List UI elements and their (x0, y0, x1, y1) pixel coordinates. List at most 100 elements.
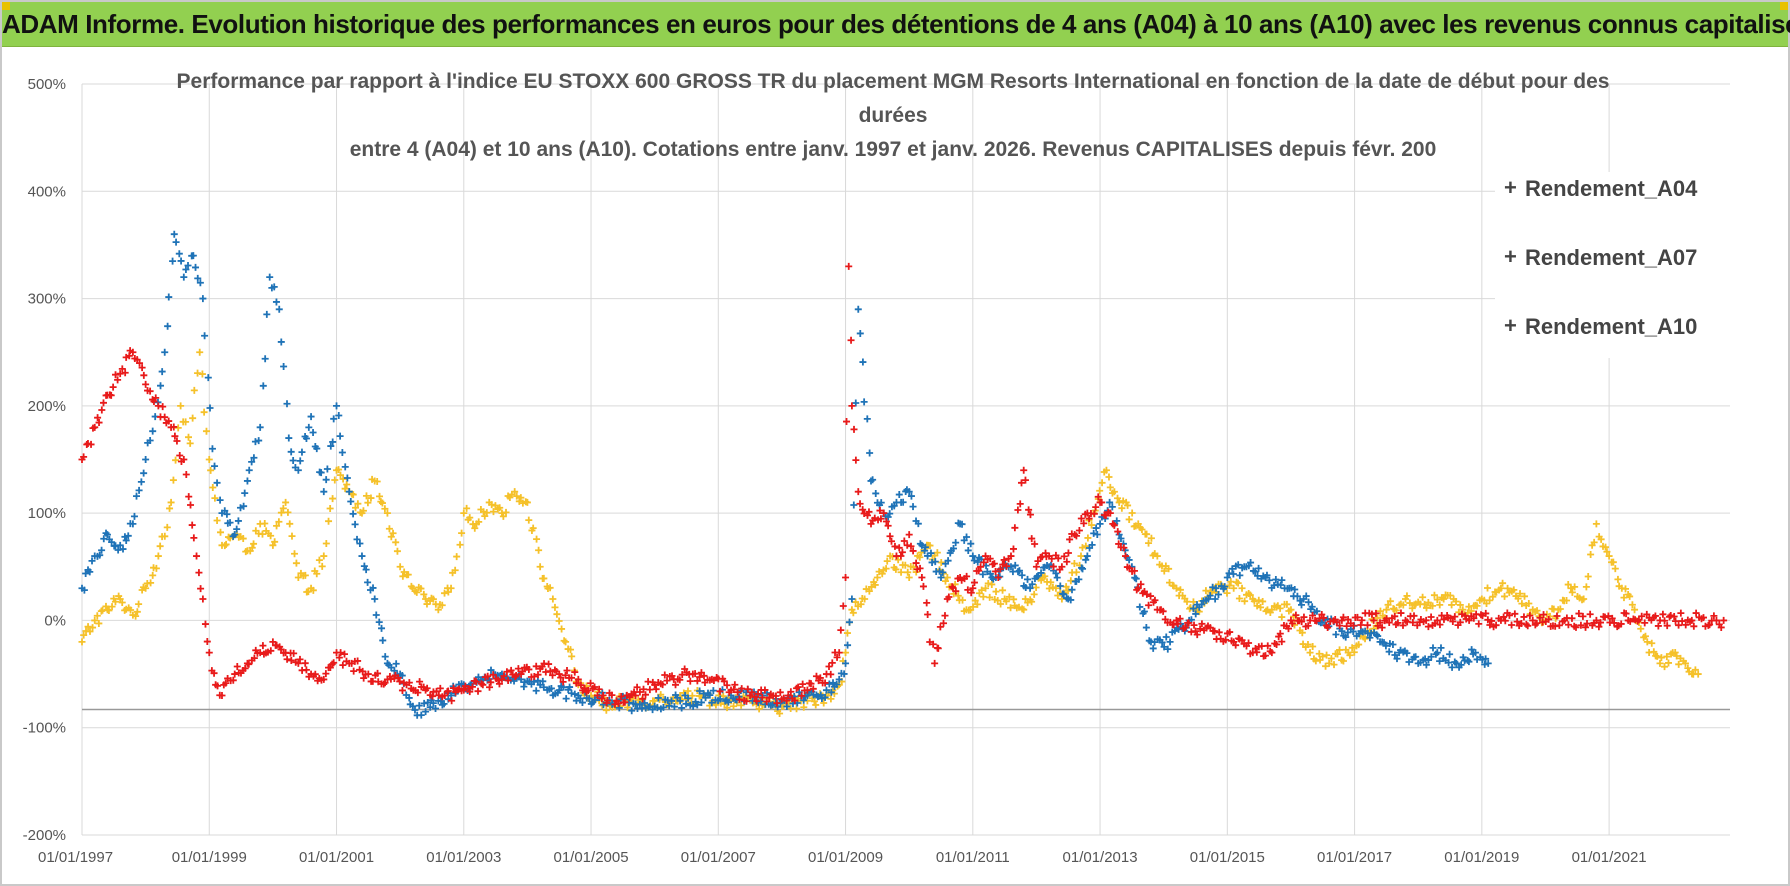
point-fill-Rendement_A10 (884, 522, 892, 530)
point-fill-Rendement_A04 (1005, 593, 1013, 601)
point-fill-Rendement_A04 (491, 502, 499, 510)
point-fill-Rendement_A10 (591, 683, 599, 691)
point-fill-Rendement_A10 (557, 674, 565, 682)
point-fill-Rendement_A07 (724, 698, 732, 706)
point-fill-Rendement_A10 (812, 672, 820, 680)
point-fill-Rendement_A04 (1259, 597, 1267, 605)
point-fill-Rendement_A04 (1118, 504, 1126, 512)
point-fill-Rendement_A07 (201, 332, 209, 340)
point-Rendement_A07-68 (1083, 552, 1091, 560)
point-fill-Rendement_A10 (1638, 612, 1646, 620)
point-fill-Rendement_A04 (1590, 538, 1598, 546)
point-fill-Rendement_A07 (124, 532, 132, 540)
point-fill-Rendement_A07 (175, 250, 183, 258)
point-fill-Rendement_A07 (149, 427, 157, 435)
point-fill-Rendement_A07 (1482, 655, 1490, 663)
point-Rendement_A07-23 (333, 402, 341, 410)
point-fill-Rendement_A10 (763, 697, 771, 705)
point-fill-Rendement_A04 (399, 572, 407, 580)
point-fill-Rendement_A04 (515, 497, 523, 505)
x-axis-ticks: 01/01/1997 01/01/1999 01/01/2001 01/01/2003… (38, 849, 1647, 866)
point-fill-Rendement_A10 (1482, 609, 1490, 617)
point-fill-Rendement_A04 (301, 571, 309, 579)
point-fill-Rendement_A10 (877, 515, 885, 523)
point-fill-Rendement_A04 (354, 500, 362, 508)
point-fill-Rendement_A07 (936, 567, 944, 575)
point-fill-Rendement_A07 (914, 520, 922, 528)
point-Rendement_A07-14 (231, 531, 239, 539)
point-fill-Rendement_A04 (560, 637, 568, 645)
point-Rendement_A04-96 (1580, 595, 1588, 603)
point-fill-Rendement_A04 (954, 592, 962, 600)
point-fill-Rendement_A07 (950, 545, 958, 553)
point-fill-Rendement_A04 (456, 541, 464, 549)
point-fill-Rendement_A07 (1088, 541, 1096, 549)
point-fill-Rendement_A10 (1595, 623, 1603, 631)
point-Rendement_A07-45 (702, 694, 710, 702)
point-fill-Rendement_A04 (755, 705, 763, 713)
point-fill-Rendement_A07 (1272, 576, 1280, 584)
point-fill-Rendement_A04 (1319, 653, 1327, 661)
point-fill-Rendement_A07 (369, 584, 377, 592)
point-fill-Rendement_A04 (1002, 597, 1010, 605)
point-fill-Rendement_A04 (1041, 572, 1049, 580)
point-fill-Rendement_A04 (273, 522, 281, 530)
point-fill-Rendement_A10 (1436, 621, 1444, 629)
point-fill-Rendement_A10 (1090, 510, 1098, 518)
y-tick-label: 100% (28, 505, 66, 522)
point-fill-Rendement_A07 (411, 706, 419, 714)
point-fill-Rendement_A10 (1500, 613, 1508, 621)
point-fill-Rendement_A10 (1190, 621, 1198, 629)
point-fill-Rendement_A10 (1651, 612, 1659, 620)
point-fill-Rendement_A07 (1158, 638, 1166, 646)
point-fill-Rendement_A10 (611, 700, 619, 708)
point-fill-Rendement_A04 (286, 520, 294, 528)
point-fill-Rendement_A07 (1464, 656, 1472, 664)
point-Rendement_A07-18 (275, 305, 283, 313)
point-fill-Rendement_A10 (909, 547, 917, 555)
point-fill-Rendement_A10 (250, 654, 258, 662)
point-fill-Rendement_A10 (484, 672, 492, 680)
point-fill-Rendement_A04 (1124, 501, 1132, 509)
point-fill-Rendement_A10 (514, 665, 522, 673)
point-fill-Rendement_A04 (1165, 565, 1173, 573)
point-fill-Rendement_A10 (895, 544, 903, 552)
point-Rendement_A10-82 (1268, 649, 1276, 657)
point-fill-Rendement_A04 (942, 577, 950, 585)
point-fill-Rendement_A10 (1583, 619, 1591, 627)
point-fill-Rendement_A10 (1309, 612, 1317, 619)
point-fill-Rendement_A10 (615, 699, 623, 707)
point-fill-Rendement_A07 (1349, 627, 1357, 635)
point-fill-Rendement_A04 (1350, 648, 1358, 656)
point-fill-Rendement_A07 (532, 687, 540, 695)
point-fill-Rendement_A07 (783, 702, 791, 710)
point-fill-Rendement_A04 (362, 492, 370, 500)
point-fill-Rendement_A07 (1255, 564, 1263, 572)
point-fill-Rendement_A04 (1047, 578, 1055, 586)
x-tick-label: 01/01/2015 (1190, 849, 1265, 866)
point-fill-Rendement_A10 (1060, 552, 1068, 560)
point-fill-Rendement_A04 (723, 704, 731, 712)
point-fill-Rendement_A10 (152, 394, 160, 402)
point-Rendement_A10-38 (632, 692, 640, 700)
point-fill-Rendement_A04 (367, 494, 375, 502)
point-fill-Rendement_A04 (248, 544, 256, 552)
point-fill-Rendement_A07 (1079, 565, 1087, 573)
point-fill-Rendement_A07 (1113, 517, 1121, 525)
point-fill-Rendement_A10 (1278, 638, 1286, 646)
point-fill-Rendement_A07 (1468, 646, 1476, 654)
point-fill-Rendement_A07 (1221, 583, 1229, 591)
x-tick-label: 01/01/2003 (426, 849, 501, 866)
point-fill-Rendement_A04 (1082, 542, 1090, 550)
point-Rendement_A07-15 (243, 477, 251, 485)
point-Rendement_A10-13 (218, 692, 226, 700)
point-fill-Rendement_A10 (1533, 619, 1541, 627)
point-fill-Rendement_A07 (356, 539, 364, 547)
point-fill-Rendement_A07 (341, 463, 349, 471)
point-fill-Rendement_A10 (672, 681, 680, 689)
point-fill-Rendement_A10 (1353, 613, 1361, 621)
point-fill-Rendement_A10 (190, 534, 198, 542)
chart-title: Performance par rapport à l'indice EU ST… (177, 70, 1610, 161)
point-Rendement_A07-88 (1433, 649, 1441, 657)
